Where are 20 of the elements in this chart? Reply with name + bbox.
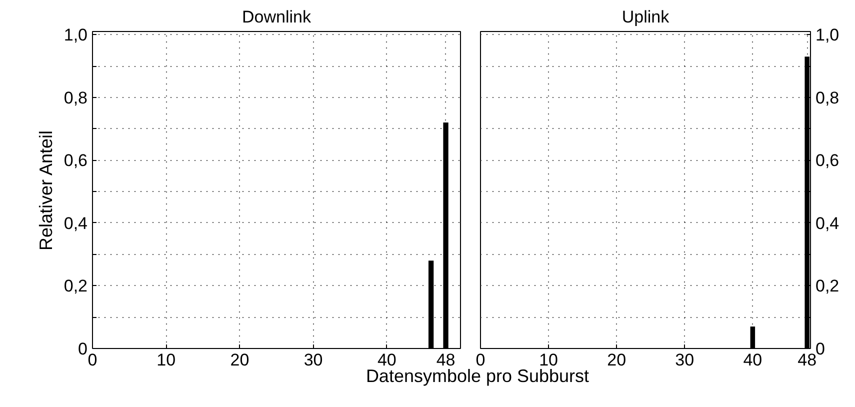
y2-tick-label: 0,8 (816, 88, 840, 108)
y-tick-label: 0,4 (64, 214, 88, 233)
y2-tick-label: 0,4 (816, 214, 840, 233)
x-tick-label: 48 (798, 350, 817, 370)
y2-tick-label: 0,6 (816, 151, 840, 170)
x-tick-label: 20 (230, 350, 250, 370)
y-axis-title: Relativer Anteil (36, 130, 56, 251)
y-tick-label: 0,6 (64, 151, 88, 170)
chart-title: Downlink (242, 8, 312, 26)
x-tick-label: 40 (743, 350, 762, 370)
y2-tick-label: 0,2 (816, 276, 840, 296)
y-tick-label: 0,8 (64, 88, 88, 108)
chart-title: Uplink (622, 8, 670, 26)
y-tick-label: 0,2 (64, 276, 88, 296)
x-tick-label: 10 (156, 350, 176, 370)
y-tick-label: 1,0 (64, 26, 88, 45)
x-tick-label: 30 (675, 350, 694, 370)
x-tick-label: 20 (607, 350, 626, 370)
x-tick-label: 30 (304, 350, 323, 370)
y2-tick-label: 1,0 (816, 26, 840, 45)
